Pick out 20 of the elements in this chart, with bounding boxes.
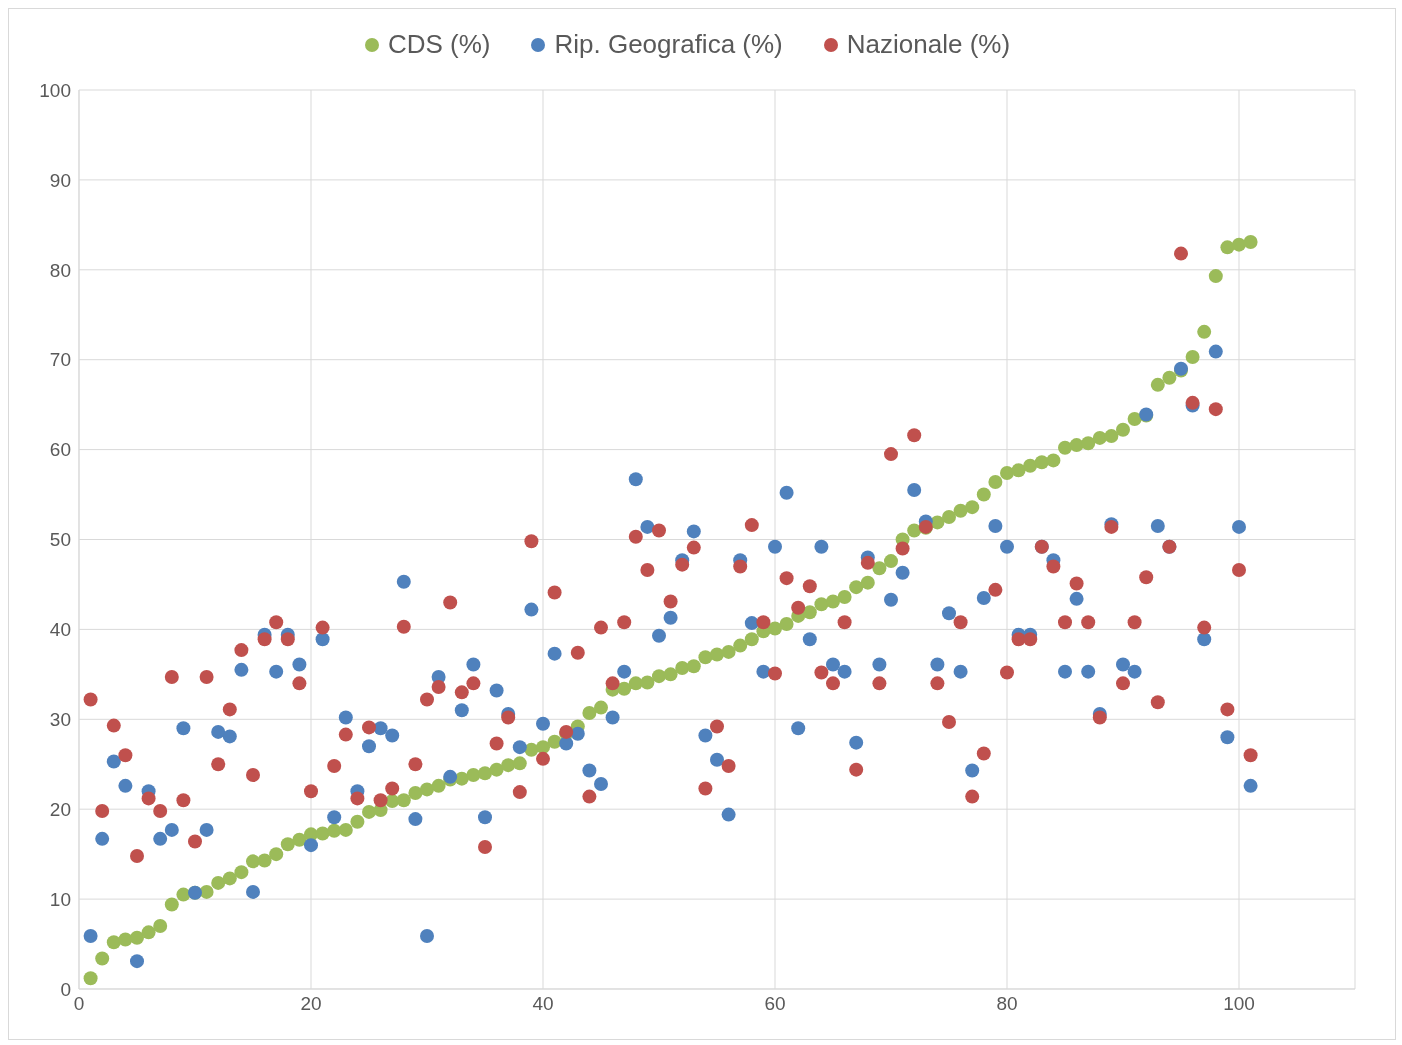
legend-label: CDS (%) <box>387 29 491 60</box>
y-tick-label: 60 <box>49 439 71 461</box>
x-tick-label: 80 <box>996 993 1018 1015</box>
y-tick-label: 70 <box>49 349 71 371</box>
y-tick-label: 40 <box>49 619 71 641</box>
x-tick-label: 40 <box>532 993 554 1015</box>
x-tick-label: 20 <box>300 993 322 1015</box>
legend-label: Rip. Geografica (%) <box>554 29 783 60</box>
y-tick-label: 0 <box>60 978 71 1000</box>
x-tick-label: 100 <box>1223 993 1255 1015</box>
y-tick-label: 100 <box>39 79 71 101</box>
x-tick-label: 60 <box>764 993 786 1015</box>
y-tick-label: 90 <box>49 169 71 191</box>
y-tick-label: 80 <box>49 259 71 281</box>
y-tick-label: 50 <box>49 529 71 551</box>
x-tick-label: 0 <box>73 993 85 1015</box>
y-tick-label: 30 <box>49 709 71 731</box>
y-tick-label: 10 <box>49 888 71 910</box>
legend-label: Nazionale (%) <box>846 29 1011 60</box>
y-tick-label: 20 <box>49 798 71 820</box>
